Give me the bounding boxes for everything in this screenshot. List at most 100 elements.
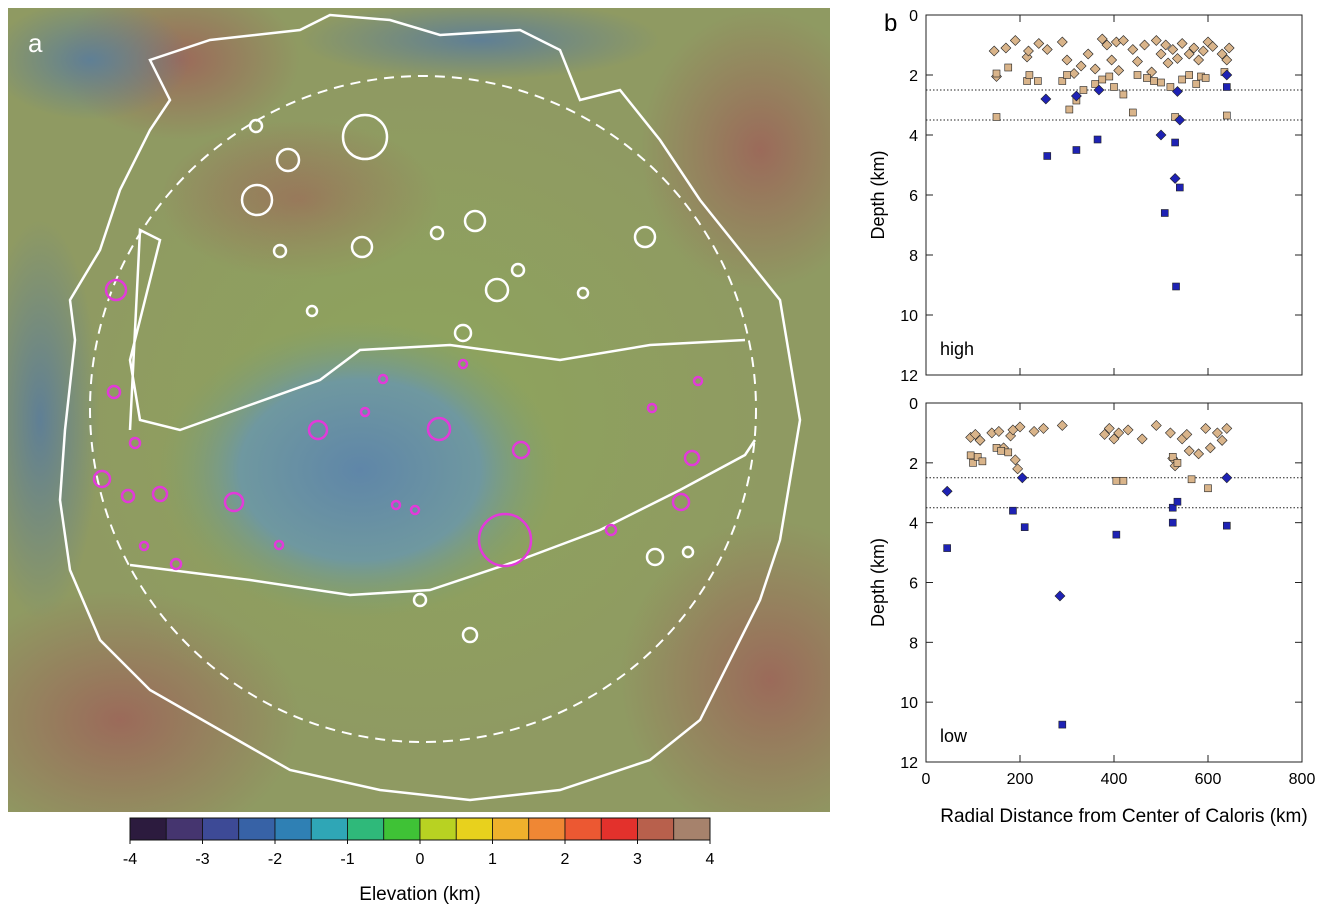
- colorbar-segment: [202, 817, 240, 841]
- diamond-point: [1075, 60, 1087, 72]
- square-point: [1223, 83, 1231, 91]
- square-point: [1034, 77, 1042, 85]
- plot-frame: [925, 402, 1303, 763]
- square-point: [1072, 146, 1081, 154]
- square-point: [1168, 503, 1177, 512]
- colorbar-tick-label: 0: [416, 851, 425, 868]
- diamond-point: [1093, 84, 1105, 96]
- y-tick-label: 4: [909, 516, 918, 533]
- square-point: [1058, 77, 1067, 85]
- x-axis-label: Radial Distance from Center of Caloris (…: [940, 806, 1307, 827]
- square-point: [1171, 138, 1179, 147]
- diamond-point: [1070, 90, 1082, 102]
- diamond-point: [1038, 423, 1049, 434]
- diamond-point: [1117, 35, 1129, 46]
- square-point: [1119, 476, 1128, 485]
- colorbar-tick-label: -1: [340, 851, 354, 868]
- square-point: [978, 457, 987, 466]
- square-point: [1112, 476, 1121, 485]
- square-point: [1009, 506, 1017, 515]
- square-point: [1004, 448, 1013, 457]
- square-point: [1150, 77, 1158, 85]
- diamond-point: [1216, 48, 1228, 60]
- diamond-point: [1041, 44, 1053, 55]
- square-point: [1043, 152, 1052, 160]
- diamond-point: [1014, 421, 1026, 433]
- diamond-point: [1000, 42, 1012, 54]
- square-point: [1223, 521, 1231, 530]
- y-axis-label: Depth (km): [868, 150, 888, 239]
- square-point: [1004, 63, 1013, 72]
- diamond-point: [1200, 423, 1212, 434]
- square-point: [1185, 71, 1193, 79]
- diamond-point: [988, 45, 1000, 57]
- square-point: [966, 451, 975, 460]
- y-tick-label: 8: [909, 635, 918, 652]
- diamond-point: [1172, 86, 1183, 97]
- diamond-point: [1139, 39, 1150, 51]
- diamond-point: [1183, 445, 1195, 457]
- square-point: [1178, 75, 1186, 84]
- colorbar-segment: [528, 817, 566, 841]
- square-point: [1129, 108, 1137, 117]
- square-point: [1223, 111, 1231, 120]
- diamond-point: [1216, 434, 1228, 446]
- colorbar-tick-label: -4: [123, 851, 137, 868]
- x-tick-label: 200: [1007, 771, 1034, 788]
- panel-label: b: [884, 10, 897, 37]
- square-point: [1091, 80, 1099, 88]
- annotation: low: [940, 726, 968, 746]
- diamond-point: [1056, 420, 1068, 431]
- square-point: [1201, 74, 1210, 82]
- diamond-point: [1193, 54, 1205, 66]
- diamond-point: [1188, 42, 1200, 54]
- diamond-point: [1103, 423, 1115, 434]
- x-tick-label: 800: [1289, 771, 1316, 788]
- square-point: [1065, 105, 1074, 114]
- diamond-point: [1160, 39, 1172, 51]
- diamond-point: [1204, 442, 1216, 454]
- square-point: [973, 453, 982, 461]
- diamond-point: [1183, 48, 1195, 60]
- square-point: [1112, 530, 1121, 539]
- square-point: [1020, 523, 1029, 531]
- diamond-point: [1127, 44, 1139, 55]
- y-tick-label: 4: [909, 128, 918, 145]
- colorbar-segment: [564, 817, 602, 841]
- square-point: [1058, 720, 1067, 729]
- colorbar-segment: [673, 817, 711, 841]
- diamond-point: [1096, 33, 1108, 45]
- diamond-point: [1172, 53, 1183, 64]
- diamond-point: [1155, 48, 1167, 60]
- colorbar-segment: [600, 817, 638, 841]
- colorbar-tick-label: 4: [706, 851, 715, 868]
- y-axis-label: Depth (km): [868, 538, 888, 627]
- diamond-point: [1106, 54, 1118, 66]
- square-point: [1166, 83, 1175, 91]
- square-point: [1157, 78, 1165, 87]
- diamond-point: [1113, 65, 1125, 76]
- square-point: [1098, 75, 1107, 84]
- square-point: [1172, 282, 1180, 291]
- diamond-point: [1197, 45, 1209, 57]
- diamond-point: [1056, 36, 1068, 48]
- diamond-point: [1176, 38, 1188, 49]
- colorbar-label: Elevation (km): [359, 884, 480, 905]
- elevation-map: a: [8, 8, 830, 812]
- diamond-point: [1211, 427, 1223, 439]
- diamond-point: [1016, 472, 1028, 484]
- y-tick-label: 6: [909, 576, 918, 593]
- diamond-point: [1033, 38, 1045, 49]
- square-point: [1105, 72, 1114, 81]
- diamond-point: [1040, 93, 1052, 105]
- diamond-point: [974, 434, 986, 446]
- diamond-point: [1089, 63, 1101, 75]
- diamond-point: [941, 485, 953, 497]
- square-point: [1176, 183, 1184, 192]
- colorbar-segment: [383, 817, 421, 841]
- y-tick-label: 12: [900, 755, 918, 772]
- diamond-point: [1207, 41, 1219, 52]
- diamond-point: [1174, 114, 1186, 126]
- colorbar-segment: [238, 817, 276, 841]
- diamond-point: [1155, 129, 1167, 141]
